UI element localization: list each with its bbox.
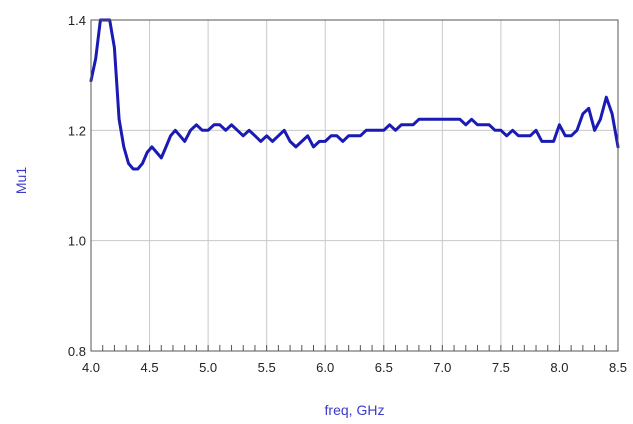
- y-tick-labels: 0.8 1.0 1.2 1.4: [68, 13, 86, 359]
- x-tick-label: 6.5: [375, 360, 393, 375]
- x-tick-labels: 4.0 4.5 5.0 5.5 6.0 6.5 7.0 7.5 8.0 8.5: [82, 360, 627, 375]
- plot-frame: [90, 19, 619, 352]
- x-tick-label: 8.5: [609, 360, 627, 375]
- x-tick-label: 4.0: [82, 360, 100, 375]
- y-axis-title: Mu1: [13, 167, 29, 194]
- x-tick-label: 5.0: [199, 360, 217, 375]
- x-tick-label: 7.0: [433, 360, 451, 375]
- x-axis-title: freq, GHz: [325, 402, 385, 418]
- y-tick-label: 1.2: [68, 123, 86, 138]
- y-tick-label: 0.8: [68, 344, 86, 359]
- series-layer: [89, 18, 620, 171]
- x-tick-label: 7.5: [492, 360, 510, 375]
- y-tick-label: 1.4: [68, 13, 86, 28]
- x-tick-label: 4.5: [141, 360, 159, 375]
- series-line-mu1: [89, 18, 620, 171]
- x-tick-label: 6.0: [316, 360, 334, 375]
- x-tick-label: 8.0: [550, 360, 568, 375]
- y-tick-label: 1.0: [68, 234, 86, 249]
- minor-ticks: [102, 345, 607, 351]
- x-tick-label: 5.5: [258, 360, 276, 375]
